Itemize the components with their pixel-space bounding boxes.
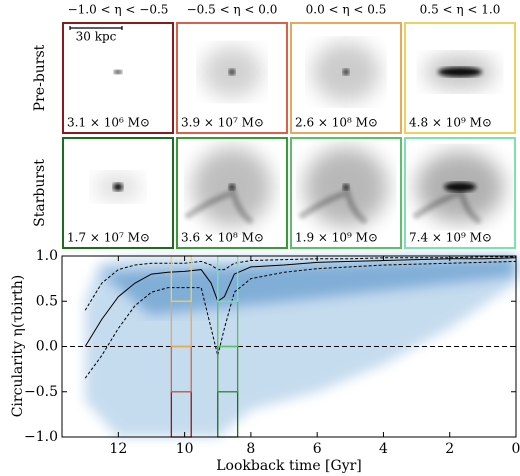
x-tick-label: 12 — [109, 441, 127, 457]
panel-frame — [290, 22, 402, 134]
mass-label: 3.6 × 10⁸ M⊙ — [181, 231, 264, 245]
mass-label: 7.4 × 10⁹ M⊙ — [409, 231, 492, 245]
density-cloud — [85, 256, 516, 437]
row-label: Starburst — [32, 159, 48, 227]
x-axis-label: Lookback time [Gyr] — [216, 458, 362, 474]
image-panel: 7.4 × 10⁹ M⊙ — [404, 137, 516, 249]
galaxy-core — [113, 183, 123, 191]
column-header: −0.5 < η < 0.0 — [187, 3, 278, 17]
panel-frame — [176, 137, 288, 249]
y-tick-label: 0.0 — [36, 339, 58, 355]
percentile-line — [84, 260, 517, 379]
galaxy-core — [444, 182, 476, 192]
scale-bar — [69, 26, 123, 30]
scale-bar-label: 30 kpc — [76, 30, 117, 44]
galaxy-core — [343, 184, 349, 190]
panel-frame — [62, 137, 174, 249]
mass-label: 3.9 × 10⁷ M⊙ — [181, 116, 264, 130]
galaxy-core — [229, 184, 235, 190]
percentile-line — [84, 256, 516, 311]
x-tick-label: 6 — [313, 441, 322, 457]
y-tick-label: 0.5 — [36, 293, 58, 309]
percentile-line — [84, 257, 517, 347]
image-panel: 3.9 × 10⁷ M⊙ — [176, 22, 288, 134]
panel-frame — [404, 22, 516, 134]
panel-frame — [290, 137, 402, 249]
mass-label: 1.7 × 10⁷ M⊙ — [67, 231, 150, 245]
mass-label: 3.1 × 10⁶ M⊙ — [67, 116, 150, 130]
y-tick-label: −1.0 — [24, 429, 58, 445]
galaxy-core — [229, 69, 235, 75]
panel-frame — [176, 22, 288, 134]
y-tick-label: 1.0 — [36, 248, 58, 264]
mass-label: 2.6 × 10⁸ M⊙ — [295, 116, 378, 130]
image-panel: 1.7 × 10⁷ M⊙ — [62, 137, 174, 249]
x-tick-label: 2 — [445, 441, 454, 457]
y-axis-label: Circularity η(τbirth) — [10, 275, 26, 418]
x-tick-label: 8 — [246, 441, 255, 457]
image-panel: 3.1 × 10⁶ M⊙ — [62, 22, 174, 134]
y-tick-label: −0.5 — [24, 384, 58, 400]
column-header: 0.5 < η < 1.0 — [420, 3, 501, 17]
x-tick-label: 0 — [512, 441, 520, 457]
image-panel: 2.6 × 10⁸ M⊙ — [290, 22, 402, 134]
mass-label: 4.8 × 10⁹ M⊙ — [409, 116, 492, 130]
galaxy-core — [114, 70, 122, 74]
panel-background — [62, 22, 174, 134]
image-panel: 1.9 × 10⁹ M⊙ — [290, 137, 402, 249]
x-tick-label: 4 — [379, 441, 388, 457]
row-label: Pre-burst — [32, 44, 48, 111]
galaxy-stream — [184, 186, 254, 225]
image-panel: 4.8 × 10⁹ M⊙ — [404, 22, 516, 134]
panel-frame — [404, 137, 516, 249]
galaxy-stream — [298, 186, 368, 225]
panel-frame — [62, 22, 174, 134]
galaxy-core — [438, 67, 482, 77]
galaxy-core — [343, 69, 349, 75]
x-tick-label: 10 — [176, 441, 194, 457]
column-header: 0.0 < η < 0.5 — [306, 3, 387, 17]
column-header: −1.0 < η < −0.5 — [68, 3, 169, 17]
mass-label: 1.9 × 10⁹ M⊙ — [295, 231, 378, 245]
image-panel: 3.6 × 10⁸ M⊙ — [176, 137, 288, 249]
